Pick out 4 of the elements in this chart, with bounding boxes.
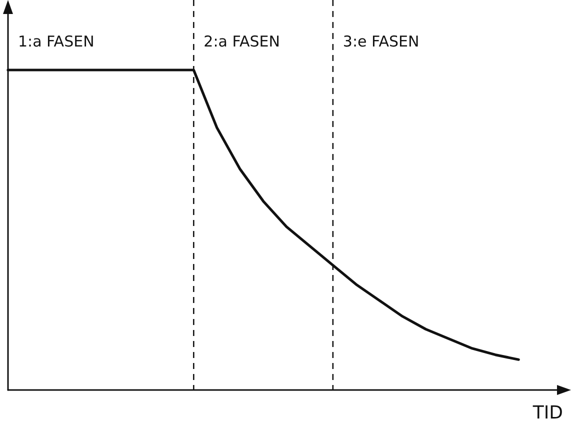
text: 1:a FASEN [18, 32, 94, 50]
text: 3:e FASEN [342, 32, 420, 50]
text: 2:a FASEN [204, 32, 280, 50]
x-axis-title: TID [532, 402, 564, 424]
